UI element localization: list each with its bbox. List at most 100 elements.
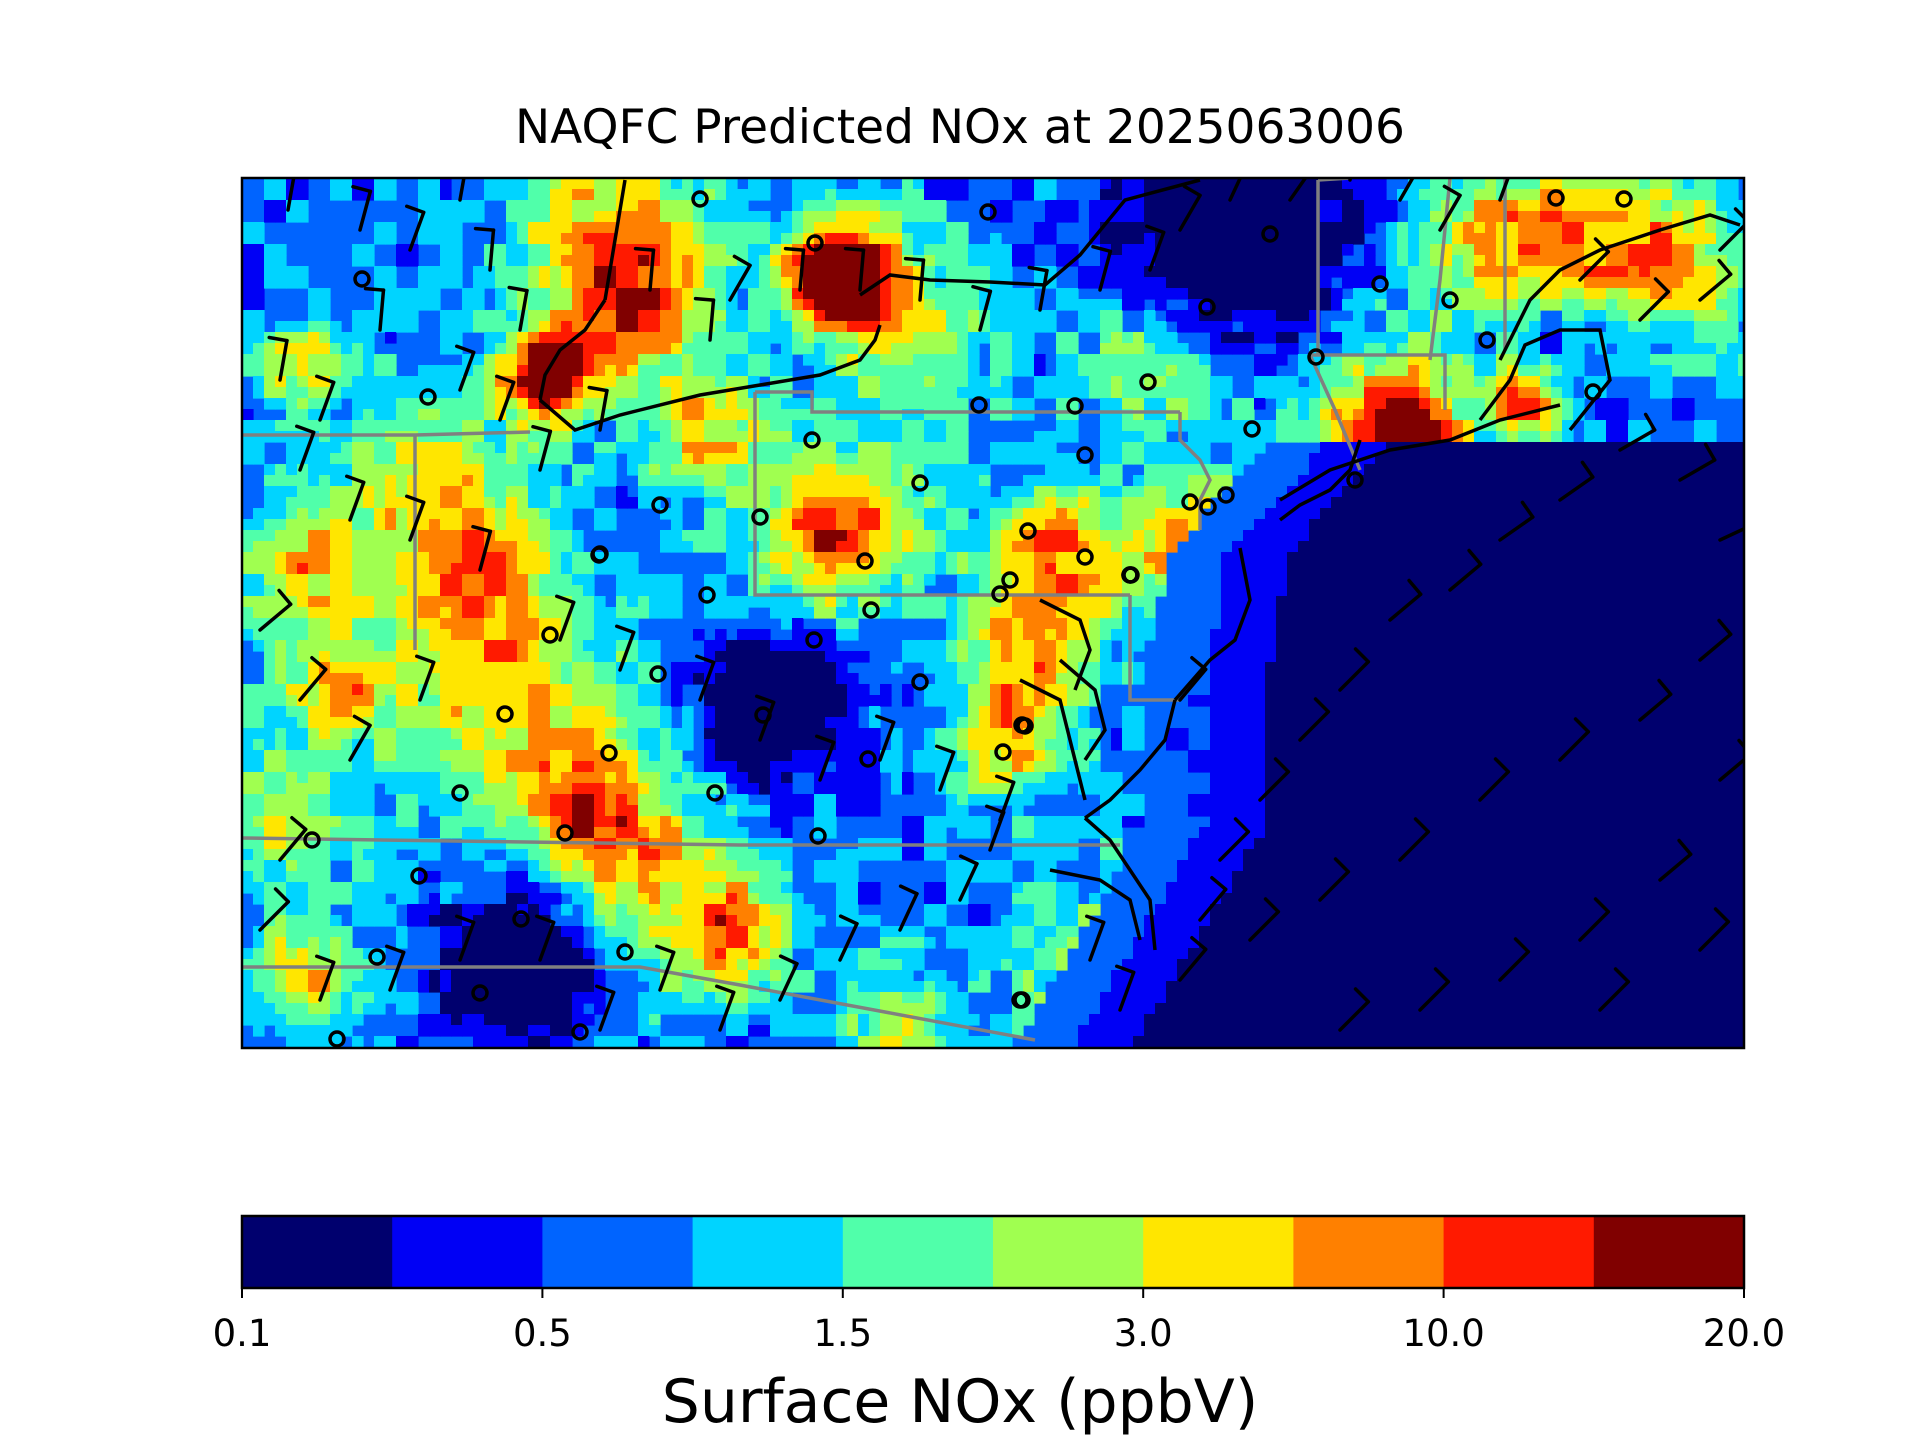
wind-barb — [1478, 757, 1511, 802]
wind-barb — [455, 344, 476, 392]
wind-barb — [405, 204, 426, 252]
monitoring-site — [651, 496, 669, 514]
wind-barb — [1198, 876, 1228, 922]
monitoring-site — [805, 631, 823, 649]
colorbar-segment — [392, 1216, 543, 1288]
wind-barb — [1085, 914, 1106, 962]
monitoring-site — [1346, 471, 1364, 489]
wind-barb — [1658, 838, 1693, 882]
wind-barb — [315, 954, 336, 1002]
wind-barb — [1598, 967, 1631, 1012]
wind-barb — [267, 335, 289, 382]
monitoring-site — [1217, 486, 1235, 504]
monitoring-site — [556, 824, 574, 842]
chart-title: NAQFC Predicted NOx at 2025063006 — [515, 100, 1405, 155]
wind-barb — [1638, 678, 1673, 722]
wind-barb — [295, 424, 316, 472]
wind-barb — [898, 884, 919, 932]
colorbar-tick-label: 20.0 — [1702, 1312, 1786, 1355]
wind-barb — [1678, 442, 1717, 482]
monitoring-site — [1584, 383, 1602, 401]
monitoring-site — [410, 867, 428, 885]
wind-barb — [1498, 937, 1531, 982]
monitoring-site — [1478, 331, 1496, 349]
monitoring-sites — [303, 189, 1633, 1048]
colorbar — [240, 1214, 1746, 1298]
wind-barb — [298, 656, 328, 702]
map-frame — [240, 176, 1746, 1050]
colorbar-segment — [542, 1216, 694, 1288]
wind-barb — [728, 254, 752, 302]
monitoring-site — [616, 943, 634, 961]
wind-barb — [903, 256, 926, 302]
wind-barb — [971, 284, 993, 332]
monitoring-site — [706, 784, 724, 802]
wind-barb — [587, 385, 609, 432]
wind-barb — [1348, 178, 1353, 182]
monitoring-site — [751, 508, 769, 526]
wind-barb — [1178, 656, 1208, 702]
wind-barb — [715, 984, 736, 1032]
monitoring-site — [1261, 225, 1279, 243]
monitoring-site — [991, 585, 1009, 603]
monitoring-site — [1181, 493, 1199, 511]
colorbar-segment — [242, 1216, 393, 1288]
colorbar-tick-label: 1.5 — [813, 1312, 873, 1355]
monitoring-site — [698, 586, 716, 604]
wind-barb — [935, 744, 956, 792]
monitoring-site — [1547, 189, 1565, 207]
colorbar-segment — [1143, 1216, 1294, 1288]
wind-barb — [1558, 717, 1591, 762]
wind-barb — [1258, 757, 1291, 802]
monitoring-site — [1013, 716, 1031, 734]
colorbar-segment — [1293, 1216, 1445, 1288]
wind-barb — [1318, 857, 1351, 902]
monitoring-site — [809, 827, 827, 845]
wind-barb — [315, 374, 336, 422]
wind-barb — [783, 246, 806, 292]
wind-barb — [348, 714, 372, 762]
wind-barb — [1498, 178, 1510, 202]
wind-barb — [363, 286, 386, 332]
wind-barb — [595, 984, 616, 1032]
monitoring-site — [859, 750, 877, 768]
wind-barb — [1698, 618, 1733, 662]
wind-barb — [415, 654, 436, 702]
wind-barb — [1438, 184, 1462, 232]
wind-barb — [1288, 178, 1308, 202]
coastline — [538, 178, 1741, 951]
wind-barb — [286, 178, 296, 212]
wind-barb — [1448, 548, 1483, 592]
monitoring-site — [994, 743, 1012, 761]
colorbar-tick-label: 0.1 — [212, 1312, 272, 1355]
monitoring-site — [353, 270, 371, 288]
wind-barb — [351, 184, 373, 232]
wind-barb — [1418, 967, 1451, 1012]
wind-barb — [1398, 178, 1415, 202]
wind-barb — [1228, 178, 1243, 202]
monitoring-site — [541, 626, 559, 644]
wind-barb — [1698, 258, 1733, 302]
wind-barb — [531, 424, 553, 472]
colorbar-tick-label: 3.0 — [1113, 1312, 1173, 1355]
wind-barb — [1388, 578, 1423, 622]
wind-barb — [875, 714, 896, 762]
colorbar-tick-label: 0.5 — [512, 1312, 572, 1355]
monitoring-site — [649, 665, 667, 683]
monitoring-site — [590, 546, 608, 564]
wind-barb — [385, 944, 406, 992]
wind-barb — [258, 887, 291, 932]
wind-barb — [1718, 526, 1744, 542]
monitoring-site — [1139, 373, 1157, 391]
monitoring-site — [862, 601, 880, 619]
wind-barb — [815, 734, 836, 782]
wind-barb — [838, 914, 859, 962]
monitoring-site — [1198, 298, 1216, 316]
wind-barb — [1498, 500, 1535, 542]
monitoring-site — [1076, 548, 1094, 566]
monitoring-site — [571, 1023, 589, 1041]
wind-barb — [695, 654, 716, 702]
monitoring-site — [803, 431, 821, 449]
monitoring-site — [979, 203, 997, 221]
